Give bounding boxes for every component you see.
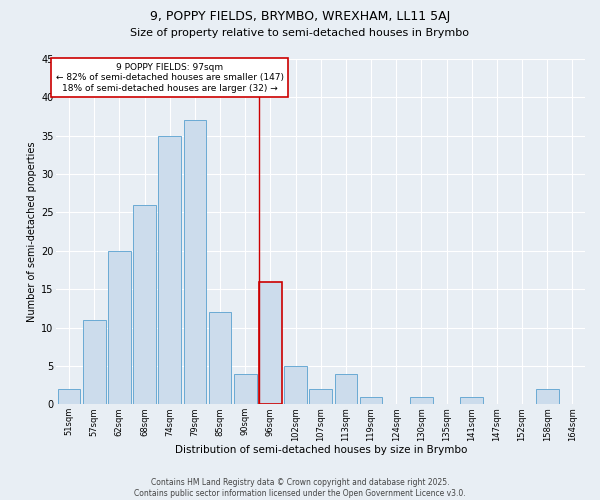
Bar [460, 396, 483, 404]
X-axis label: Distribution of semi-detached houses by size in Brymbo: Distribution of semi-detached houses by … [175, 445, 467, 455]
Bar [360, 396, 382, 404]
Bar [234, 374, 257, 404]
Bar [133, 205, 156, 404]
Y-axis label: Number of semi-detached properties: Number of semi-detached properties [27, 142, 37, 322]
Bar [310, 389, 332, 404]
Bar [335, 374, 357, 404]
Bar [83, 320, 106, 404]
Bar [284, 366, 307, 405]
Text: Contains HM Land Registry data © Crown copyright and database right 2025.
Contai: Contains HM Land Registry data © Crown c… [134, 478, 466, 498]
Bar [58, 389, 80, 404]
Bar [158, 136, 181, 404]
Bar [184, 120, 206, 405]
Text: 9 POPPY FIELDS: 97sqm
← 82% of semi-detached houses are smaller (147)
18% of sem: 9 POPPY FIELDS: 97sqm ← 82% of semi-deta… [56, 63, 284, 92]
Bar [209, 312, 232, 404]
Text: 9, POPPY FIELDS, BRYMBO, WREXHAM, LL11 5AJ: 9, POPPY FIELDS, BRYMBO, WREXHAM, LL11 5… [150, 10, 450, 23]
Bar [108, 251, 131, 404]
Bar [259, 282, 282, 405]
Text: Size of property relative to semi-detached houses in Brymbo: Size of property relative to semi-detach… [131, 28, 470, 38]
Bar [536, 389, 559, 404]
Bar [410, 396, 433, 404]
